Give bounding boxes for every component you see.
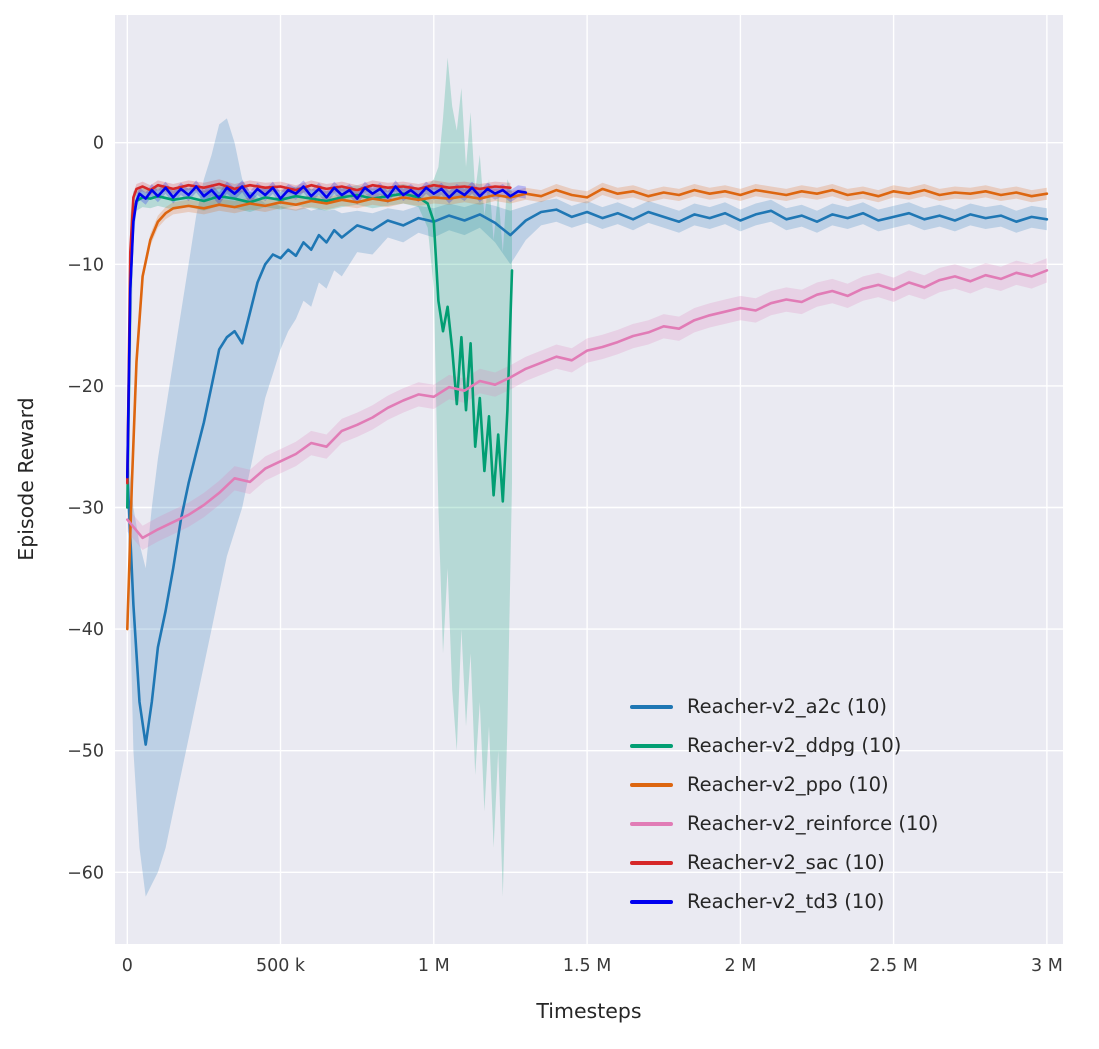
legend-line-swatch	[630, 821, 673, 826]
legend-line-swatch	[630, 704, 673, 709]
x-tick-label: 2 M	[725, 956, 757, 976]
legend-label: Reacher-v2_a2c (10)	[687, 695, 887, 718]
y-tick-label: −60	[67, 863, 104, 883]
legend-line-swatch	[630, 743, 673, 748]
legend-line-swatch	[630, 860, 673, 865]
y-tick-label: −30	[67, 499, 104, 519]
y-tick-label: −40	[67, 620, 104, 640]
series-line-reacher-v2-td3-10	[126, 185, 528, 479]
legend-label: Reacher-v2_ppo (10)	[687, 773, 889, 796]
series-line-reacher-v2-sac-10	[126, 182, 512, 485]
legend-item-reacher-v2-a2c-10: Reacher-v2_a2c (10)	[630, 687, 938, 726]
legend-item-reacher-v2-reinforce-10: Reacher-v2_reinforce (10)	[630, 804, 938, 843]
series-line-reacher-v2-a2c-10	[126, 208, 1049, 746]
y-tick-label: −20	[67, 377, 104, 397]
y-tick-label: 0	[93, 134, 104, 154]
legend-label: Reacher-v2_reinforce (10)	[687, 812, 939, 835]
legend-item-reacher-v2-ddpg-10: Reacher-v2_ddpg (10)	[630, 726, 938, 765]
series-line-reacher-v2-reinforce-10	[126, 269, 1049, 540]
legend: Reacher-v2_a2c (10) Reacher-v2_ddpg (10) R…	[630, 687, 938, 921]
legend-item-reacher-v2-td3-10: Reacher-v2_td3 (10)	[630, 882, 938, 921]
legend-item-reacher-v2-sac-10: Reacher-v2_sac (10)	[630, 843, 938, 882]
legend-item-reacher-v2-ppo-10: Reacher-v2_ppo (10)	[630, 765, 938, 804]
x-tick-label: 3 M	[1031, 956, 1063, 976]
legend-label: Reacher-v2_td3 (10)	[687, 890, 885, 913]
legend-label: Reacher-v2_sac (10)	[687, 851, 885, 874]
y-tick-label: −50	[67, 742, 104, 762]
series-line-reacher-v2-ppo-10	[126, 187, 1049, 631]
plot-area	[115, 15, 1063, 944]
legend-label: Reacher-v2_ddpg (10)	[687, 734, 902, 757]
legend-line-swatch	[630, 899, 673, 904]
series-band-reacher-v2-reinforce-10	[127, 258, 1047, 550]
y-tick-label: −10	[67, 255, 104, 275]
x-axis-label: Timesteps	[535, 999, 641, 1023]
x-tick-label: 2.5 M	[869, 956, 918, 976]
x-tick-label: 0	[122, 956, 133, 976]
legend-line-swatch	[630, 782, 673, 787]
x-tick-label: 500 k	[256, 956, 306, 976]
y-axis-label: Episode Reward	[14, 397, 38, 560]
x-tick-label: 1.5 M	[563, 956, 612, 976]
x-tick-label: 1 M	[418, 956, 450, 976]
